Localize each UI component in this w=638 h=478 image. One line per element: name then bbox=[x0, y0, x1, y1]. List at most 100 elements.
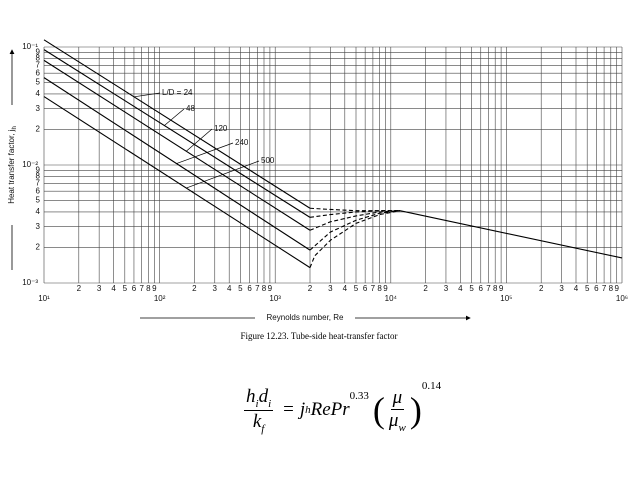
series-annotation: 500 bbox=[261, 156, 275, 165]
x-minor-tick-label: 8 bbox=[609, 284, 614, 293]
eq-text: RePr bbox=[310, 399, 350, 421]
series-line bbox=[399, 210, 623, 259]
numerator: μ bbox=[390, 386, 405, 410]
x-minor-tick-label: 5 bbox=[238, 284, 243, 293]
x-minor-tick-label: 5 bbox=[123, 284, 128, 293]
x-minor-tick-label: 6 bbox=[479, 284, 484, 293]
eq-text: h bbox=[246, 386, 256, 407]
x-minor-tick-label: 9 bbox=[383, 284, 388, 293]
x-minor-tick-label: 5 bbox=[585, 284, 590, 293]
x-minor-tick-label: 4 bbox=[227, 284, 232, 293]
x-minor-tick-label: 6 bbox=[363, 284, 368, 293]
y-minor-tick-label: 5 bbox=[36, 196, 41, 205]
eq-text: j bbox=[299, 399, 306, 421]
x-minor-tick-label: 6 bbox=[132, 284, 137, 293]
eq-sub: i bbox=[255, 397, 259, 410]
series-annotation: 48 bbox=[186, 104, 195, 113]
x-minor-tick-label: 3 bbox=[444, 284, 449, 293]
denominator: kf bbox=[253, 411, 265, 435]
transition-line bbox=[309, 210, 401, 268]
x-minor-tick-label: 8 bbox=[493, 284, 498, 293]
x-minor-tick-label: 6 bbox=[594, 284, 599, 293]
series-line bbox=[43, 77, 311, 251]
y-minor-tick-label: 6 bbox=[36, 68, 41, 77]
y-label-sub: h bbox=[12, 126, 18, 129]
transition-line bbox=[309, 210, 400, 231]
x-minor-tick-label: 7 bbox=[602, 284, 607, 293]
eq-sup: 0.14 bbox=[421, 380, 442, 392]
y-minor-tick-label: 7 bbox=[36, 178, 41, 187]
numerator: hidi bbox=[244, 386, 274, 411]
y-label-main: Heat transfer factor, j bbox=[7, 129, 16, 203]
leader-line bbox=[186, 128, 213, 152]
y-minor-tick-label: 8 bbox=[36, 172, 41, 181]
x-minor-tick-label: 9 bbox=[499, 284, 504, 293]
y-label-text: Heat transfer factor, jh bbox=[7, 126, 17, 204]
eq-text: k bbox=[252, 410, 262, 432]
series-line bbox=[43, 59, 311, 231]
x-minor-tick-label: 4 bbox=[574, 284, 579, 293]
y-minor-tick-label: 9 bbox=[36, 166, 41, 175]
y-minor-tick-label: 8 bbox=[36, 54, 41, 63]
x-minor-tick-label: 4 bbox=[111, 284, 116, 293]
leader-line bbox=[186, 160, 260, 189]
denominator: μw bbox=[389, 410, 406, 434]
x-minor-tick-label: 8 bbox=[262, 284, 267, 293]
y-minor-tick-label: 4 bbox=[36, 207, 41, 216]
transition-line bbox=[309, 210, 401, 251]
x-minor-tick-label: 4 bbox=[343, 284, 348, 293]
x-minor-tick-label: 5 bbox=[469, 284, 474, 293]
lhs-fraction: hidi kf bbox=[244, 386, 274, 435]
paren: ) bbox=[409, 390, 422, 431]
x-minor-tick-label: 3 bbox=[559, 284, 564, 293]
series-line bbox=[43, 49, 311, 218]
x-major-tick-label: 10¹ bbox=[38, 294, 50, 303]
eq-sub: i bbox=[268, 397, 272, 410]
x-minor-tick-label: 3 bbox=[213, 284, 218, 293]
x-minor-tick-label: 9 bbox=[152, 284, 157, 293]
y-major-tick-label: 10⁻³ bbox=[22, 278, 38, 287]
x-major-tick-label: 10⁶ bbox=[616, 294, 628, 303]
x-minor-tick-label: 2 bbox=[539, 284, 544, 293]
x-major-tick-label: 10⁴ bbox=[385, 294, 398, 303]
y-minor-tick-label: 6 bbox=[36, 186, 41, 195]
eq-sub: f bbox=[261, 422, 265, 435]
y-minor-tick-label: 4 bbox=[36, 89, 41, 98]
x-minor-tick-label: 8 bbox=[377, 284, 382, 293]
x-minor-tick-label: 3 bbox=[328, 284, 333, 293]
series-annotation: L/D = 24 bbox=[162, 88, 193, 97]
transition-line bbox=[309, 210, 400, 218]
y-major-tick-label: 10⁻¹ bbox=[22, 42, 38, 51]
y-minor-tick-label: 5 bbox=[36, 78, 41, 87]
mu-fraction: μ μw bbox=[389, 387, 406, 434]
leader-line bbox=[164, 108, 185, 126]
x-minor-tick-label: 6 bbox=[247, 284, 252, 293]
x-minor-tick-label: 8 bbox=[146, 284, 151, 293]
transition-line bbox=[309, 207, 400, 212]
y-minor-tick-label: 7 bbox=[36, 60, 41, 69]
y-major-tick-label: 10⁻² bbox=[22, 160, 38, 169]
x-minor-tick-label: 7 bbox=[255, 284, 260, 293]
x-major-tick-label: 10² bbox=[154, 294, 166, 303]
paren: ( bbox=[372, 390, 385, 431]
eq-text: μ bbox=[388, 409, 399, 431]
y-axis-label: Heat transfer factor, jh bbox=[7, 126, 17, 204]
x-major-tick-label: 10³ bbox=[269, 294, 281, 303]
leader-line bbox=[133, 92, 161, 98]
x-minor-tick-label: 7 bbox=[486, 284, 491, 293]
x-minor-tick-label: 4 bbox=[458, 284, 463, 293]
x-minor-tick-label: 5 bbox=[354, 284, 359, 293]
series-annotation: 240 bbox=[235, 138, 249, 147]
series-line bbox=[43, 96, 311, 269]
eq-sub: h bbox=[305, 404, 311, 417]
y-minor-tick-label: 3 bbox=[36, 222, 41, 231]
y-minor-tick-label: 2 bbox=[36, 125, 41, 134]
leader-line bbox=[176, 142, 234, 164]
x-minor-tick-label: 2 bbox=[308, 284, 313, 293]
x-minor-tick-label: 3 bbox=[97, 284, 102, 293]
eq-sup: 0.33 bbox=[349, 390, 369, 402]
x-minor-tick-label: 2 bbox=[192, 284, 197, 293]
x-major-tick-label: 10⁵ bbox=[500, 294, 512, 303]
